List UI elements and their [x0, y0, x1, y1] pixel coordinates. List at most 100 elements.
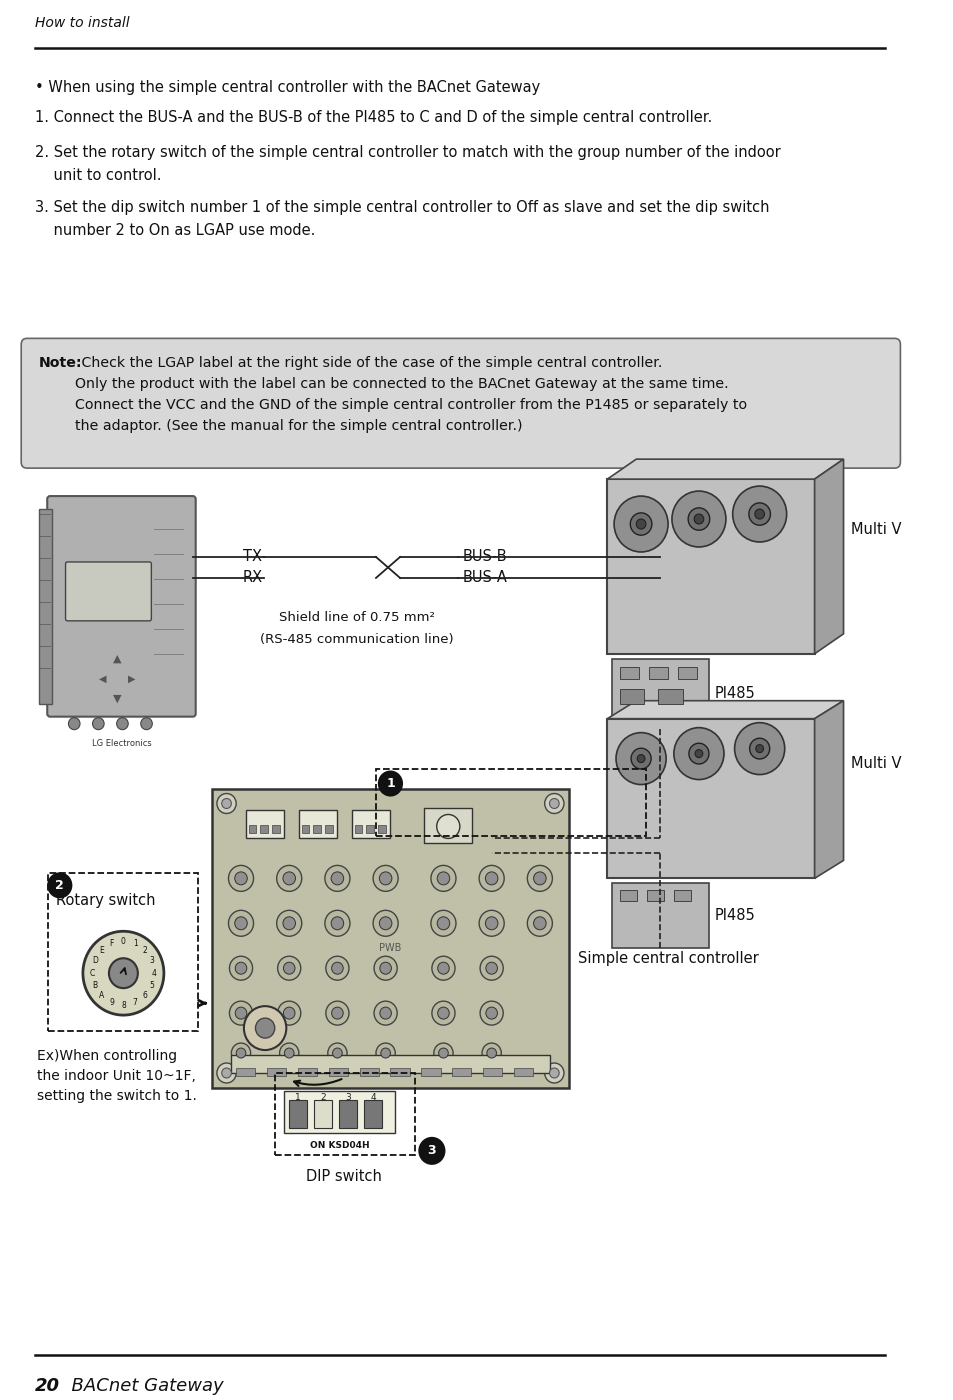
- Text: 2: 2: [55, 879, 64, 892]
- Bar: [482, 1068, 501, 1077]
- Circle shape: [695, 749, 702, 757]
- Text: setting the switch to 1.: setting the switch to 1.: [36, 1089, 196, 1103]
- Text: Check the LGAP label at the right side of the case of the simple central control: Check the LGAP label at the right side o…: [77, 357, 661, 371]
- Bar: [38, 510, 52, 704]
- Circle shape: [527, 865, 552, 892]
- Circle shape: [379, 1007, 391, 1019]
- Circle shape: [236, 1049, 246, 1058]
- Circle shape: [673, 728, 723, 780]
- Circle shape: [255, 1018, 274, 1037]
- Bar: [314, 1100, 332, 1128]
- Circle shape: [276, 910, 301, 937]
- Bar: [514, 1068, 533, 1077]
- Bar: [274, 1072, 415, 1155]
- Text: 1: 1: [132, 939, 137, 948]
- Circle shape: [755, 745, 762, 753]
- Circle shape: [432, 1001, 455, 1025]
- Text: LG Electronics: LG Electronics: [91, 739, 152, 748]
- Text: Multi V: Multi V: [850, 756, 901, 771]
- Text: 0: 0: [121, 937, 126, 946]
- Circle shape: [438, 1049, 448, 1058]
- Bar: [619, 890, 637, 902]
- Text: unit to control.: unit to control.: [34, 168, 161, 182]
- Bar: [677, 666, 697, 679]
- Circle shape: [277, 956, 300, 980]
- Text: PWB: PWB: [379, 944, 401, 953]
- Circle shape: [228, 910, 253, 937]
- Circle shape: [533, 872, 545, 885]
- Circle shape: [116, 718, 128, 729]
- Text: 7: 7: [132, 998, 137, 1007]
- Circle shape: [754, 510, 763, 519]
- Bar: [301, 826, 309, 833]
- Text: ON KSD04H: ON KSD04H: [309, 1141, 369, 1151]
- Circle shape: [431, 865, 456, 892]
- Circle shape: [749, 738, 769, 759]
- Circle shape: [49, 874, 71, 897]
- Circle shape: [732, 486, 786, 542]
- Bar: [673, 890, 691, 902]
- Text: Note:: Note:: [38, 357, 82, 371]
- Circle shape: [485, 917, 497, 930]
- Bar: [352, 811, 390, 839]
- Circle shape: [328, 1043, 347, 1063]
- FancyBboxPatch shape: [48, 496, 195, 717]
- Bar: [390, 1068, 409, 1077]
- Bar: [329, 1068, 348, 1077]
- Circle shape: [221, 1068, 232, 1078]
- Circle shape: [688, 743, 708, 764]
- Circle shape: [486, 1049, 496, 1058]
- Circle shape: [437, 962, 449, 974]
- Bar: [424, 808, 472, 843]
- Circle shape: [748, 503, 770, 525]
- Text: 1: 1: [294, 1093, 300, 1102]
- Text: Multi V: Multi V: [850, 522, 901, 536]
- Text: BUS-A: BUS-A: [462, 570, 507, 585]
- Text: • When using the simple central controller with the BACnet Gateway: • When using the simple central controll…: [34, 80, 539, 95]
- Circle shape: [549, 798, 558, 808]
- Circle shape: [687, 508, 709, 531]
- Circle shape: [232, 1043, 251, 1063]
- Text: 20: 20: [34, 1378, 60, 1396]
- Circle shape: [276, 865, 301, 892]
- Circle shape: [549, 1068, 558, 1078]
- Circle shape: [235, 1007, 247, 1019]
- Bar: [366, 826, 374, 833]
- Text: BUS-B: BUS-B: [462, 549, 507, 564]
- Circle shape: [234, 872, 247, 885]
- Text: TX: TX: [243, 549, 262, 564]
- Circle shape: [277, 1001, 300, 1025]
- Text: DIP switch: DIP switch: [306, 1169, 382, 1184]
- FancyBboxPatch shape: [21, 339, 900, 468]
- Text: 5: 5: [150, 981, 154, 990]
- Circle shape: [83, 931, 164, 1015]
- Circle shape: [326, 956, 349, 980]
- Circle shape: [234, 917, 247, 930]
- Text: D: D: [91, 956, 98, 966]
- Text: 1. Connect the BUS-A and the BUS-B of the PI485 to C and D of the simple central: 1. Connect the BUS-A and the BUS-B of th…: [34, 109, 711, 125]
- Bar: [607, 479, 814, 654]
- Text: 4: 4: [370, 1093, 375, 1102]
- Circle shape: [436, 872, 449, 885]
- Circle shape: [419, 1138, 444, 1163]
- Bar: [612, 659, 708, 728]
- Polygon shape: [607, 459, 842, 479]
- Circle shape: [325, 910, 350, 937]
- Circle shape: [431, 910, 456, 937]
- Text: 4: 4: [152, 969, 156, 977]
- Text: 1: 1: [386, 777, 395, 790]
- Circle shape: [109, 958, 138, 988]
- Bar: [421, 1068, 440, 1077]
- Bar: [298, 811, 337, 839]
- Text: number 2 to On as LGAP use mode.: number 2 to On as LGAP use mode.: [34, 223, 314, 238]
- Bar: [267, 1068, 286, 1077]
- Bar: [339, 1100, 356, 1128]
- Bar: [355, 826, 362, 833]
- Text: ▲: ▲: [113, 654, 122, 664]
- Circle shape: [436, 815, 459, 839]
- Bar: [364, 1100, 381, 1128]
- Text: BACnet Gateway: BACnet Gateway: [60, 1378, 223, 1396]
- Circle shape: [279, 1043, 298, 1063]
- Text: How to install: How to install: [34, 15, 130, 29]
- Text: PI485: PI485: [714, 907, 755, 923]
